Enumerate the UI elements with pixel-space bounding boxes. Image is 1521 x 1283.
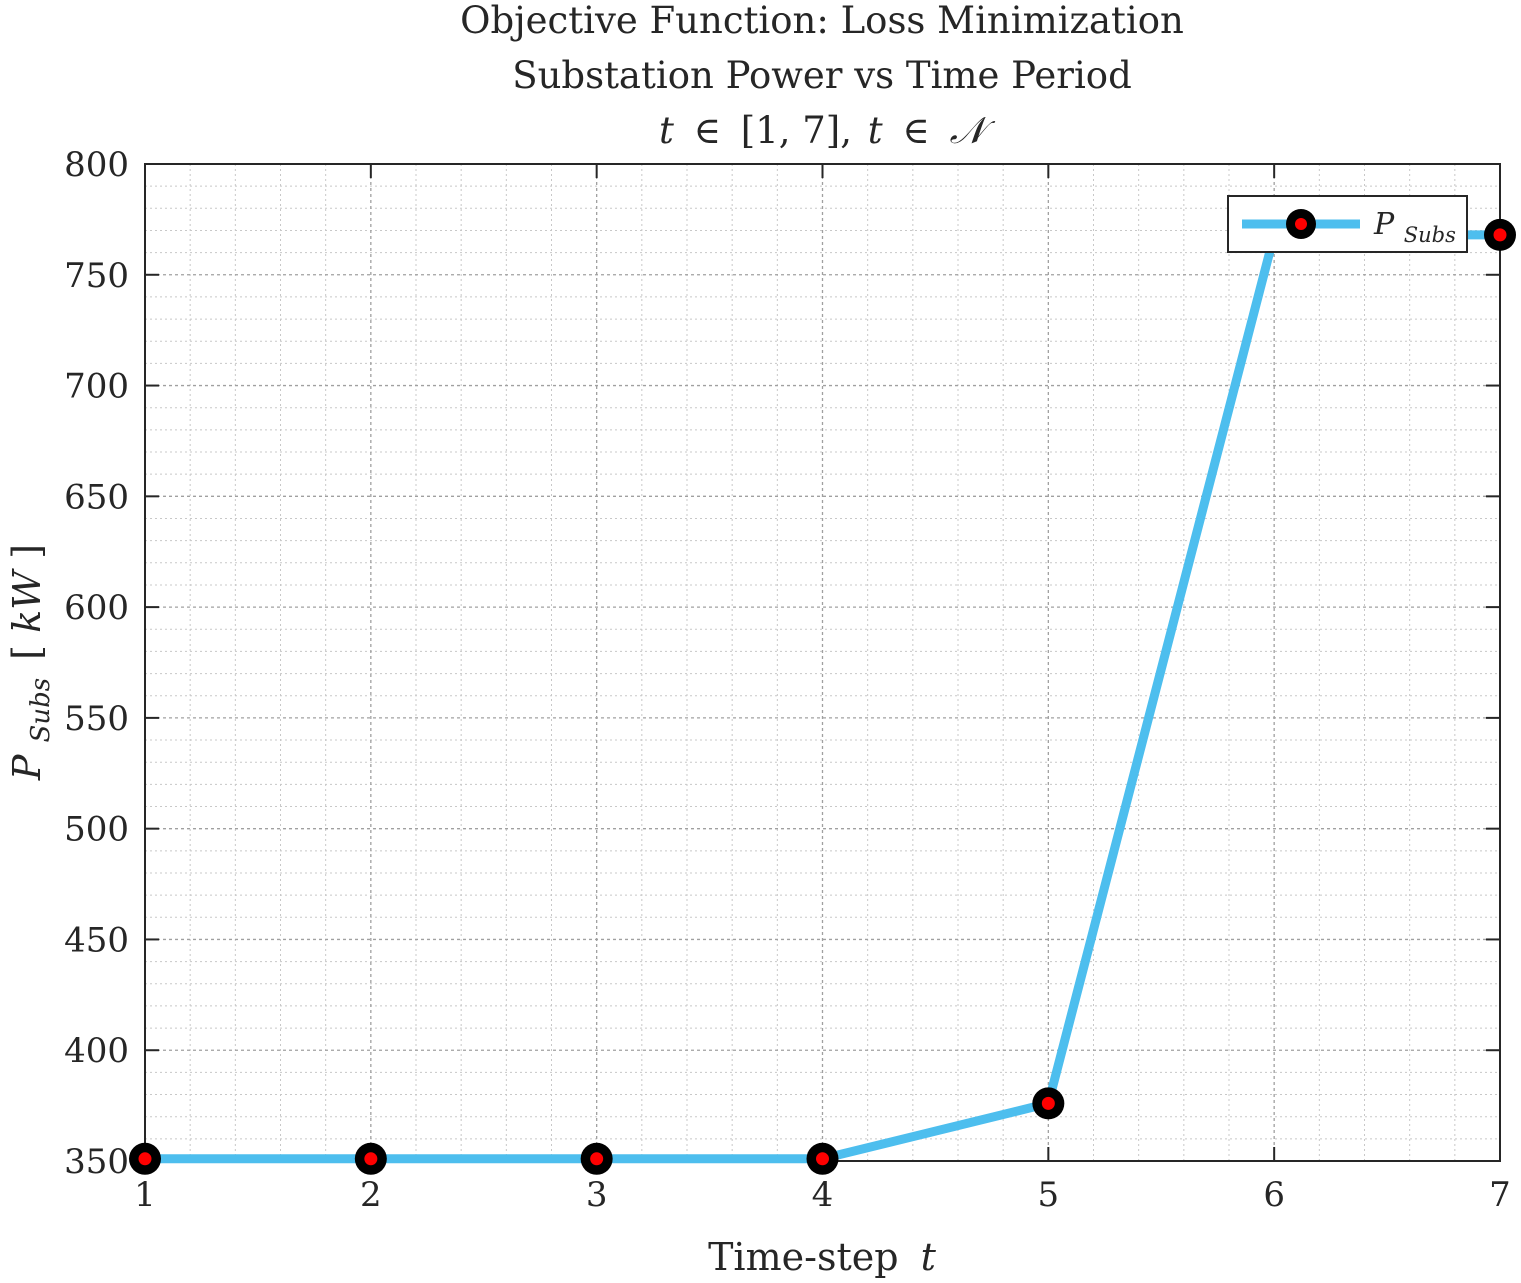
y-tick-label: 550	[64, 699, 129, 739]
x-axis-label: Time-step t	[708, 1235, 937, 1279]
x-tick-label: 6	[1263, 1175, 1285, 1215]
x-axis-label-var: t	[921, 1235, 937, 1279]
y-tick-label: 350	[64, 1142, 129, 1182]
data-point-marker-face	[816, 1152, 829, 1166]
title-in-symbol-2: ∈	[902, 109, 929, 152]
chart-title-line-3: t ∈ [1, 7], t ∈ 𝒩	[659, 109, 996, 152]
y-axis-label-open: [	[5, 645, 49, 660]
x-tick-label: 1	[134, 1175, 156, 1215]
x-tick-label: 3	[586, 1175, 608, 1215]
legend-subscript: Subs	[1404, 223, 1456, 247]
chart-title-line-2: Substation Power vs Time Period	[512, 54, 1132, 97]
y-tick-label: 500	[64, 810, 129, 850]
x-axis-label-text: Time-step	[708, 1235, 898, 1279]
data-point-marker-face	[590, 1152, 604, 1166]
y-axis-label-close: ]	[5, 544, 49, 559]
x-tick-label: 7	[1489, 1175, 1511, 1215]
x-tick-label: 5	[1038, 1175, 1060, 1215]
title-set-symbol: 𝒩	[950, 109, 996, 152]
data-point-marker-face	[364, 1152, 378, 1166]
title-interval: [1, 7],	[741, 109, 852, 152]
legend-marker-face	[1295, 218, 1307, 230]
title-var-t: t	[659, 109, 674, 152]
x-tick-label: 2	[360, 1175, 382, 1215]
y-axis-label-unit: kW	[5, 568, 49, 633]
y-axis-label-symbol: P	[5, 753, 49, 781]
y-tick-label: 700	[64, 367, 129, 407]
data-point-marker-face	[1041, 1096, 1055, 1110]
y-tick-label: 600	[64, 588, 129, 628]
legend-entry: P Subs	[1373, 207, 1456, 247]
y-tick-label: 400	[64, 1031, 129, 1071]
chart-title-line-1: Objective Function: Loss Minimization	[460, 0, 1184, 42]
legend-symbol: P	[1373, 207, 1395, 242]
legend: P Subs	[1227, 195, 1468, 253]
y-tick-label: 450	[64, 920, 129, 960]
y-axis-label-subscript: Subs	[26, 678, 56, 743]
y-tick-label: 750	[64, 256, 129, 296]
x-tick-label: 4	[812, 1175, 834, 1215]
tick-labels: 1 2 3 4 5 6 7 350 400 450 500 550 600 650 700 750 800	[64, 145, 1511, 1215]
data-point-marker-face	[138, 1152, 152, 1166]
title-var-t2: t	[868, 109, 883, 152]
title-in-symbol: ∈	[694, 109, 721, 152]
y-tick-label: 650	[64, 477, 129, 517]
y-axis-label: P Subs [ kW ]	[5, 544, 58, 781]
data-point-marker-face	[1493, 228, 1507, 242]
y-tick-label: 800	[64, 145, 129, 185]
